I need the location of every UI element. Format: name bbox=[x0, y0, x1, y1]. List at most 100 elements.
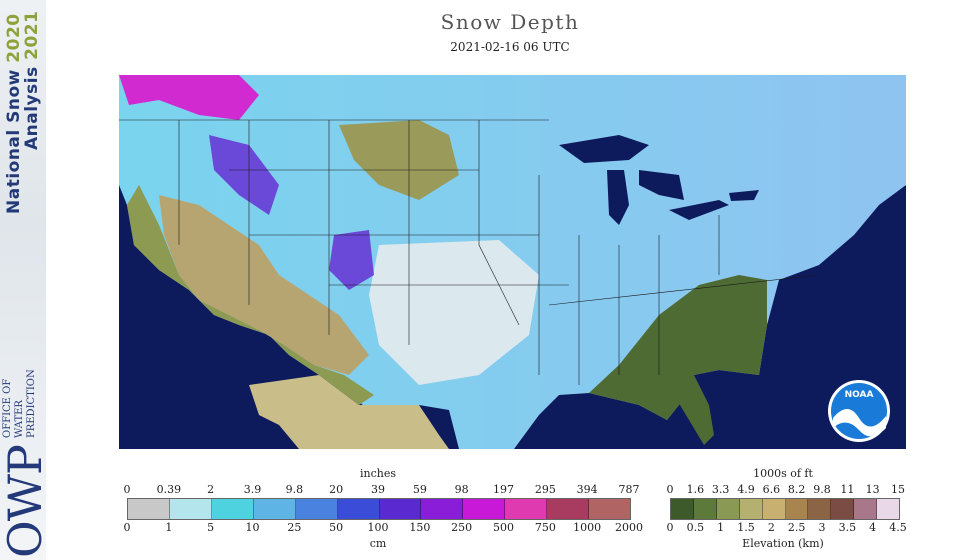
elev-ft-tick: 4.9 bbox=[737, 483, 755, 496]
state-borders bbox=[119, 119, 820, 385]
elev-km-tick: 3.5 bbox=[838, 521, 857, 534]
snow-color-swatch bbox=[253, 499, 296, 519]
elev-ft-tick: 6.6 bbox=[762, 483, 781, 496]
snow-cm-tick: 500 bbox=[493, 521, 514, 534]
elev-km-tick: 1 bbox=[717, 521, 725, 534]
lake-erie bbox=[669, 200, 729, 220]
southeast-bare-ground bbox=[589, 275, 767, 420]
snow-color-swatch bbox=[547, 499, 590, 519]
rockies-deep-snow bbox=[209, 135, 279, 215]
snow-legend-colorbar bbox=[127, 498, 631, 520]
snow-color-swatch bbox=[169, 499, 212, 519]
elev-km-tick: 3 bbox=[818, 521, 826, 534]
snow-inch-tick: 0.39 bbox=[156, 483, 182, 496]
snow-inch-tick: 197 bbox=[493, 483, 514, 496]
owp-banner: National Snow 2020 Analysis 2021 OFFICE … bbox=[0, 0, 52, 560]
elev-km-tick: 2.5 bbox=[787, 521, 806, 534]
florida bbox=[667, 375, 714, 445]
colorado-deep-snow bbox=[329, 230, 374, 290]
snow-cm-tick: 1000 bbox=[573, 521, 602, 534]
elev-color-swatch bbox=[671, 499, 694, 519]
snow-color-swatch bbox=[505, 499, 548, 519]
lake-huron bbox=[639, 170, 684, 200]
elev-km-tick: 0 bbox=[666, 521, 674, 534]
southern-plains-light-snow bbox=[369, 240, 539, 385]
elev-color-swatch bbox=[877, 499, 900, 519]
lake-michigan bbox=[607, 170, 629, 225]
snow-cm-tick: 100 bbox=[367, 521, 389, 534]
west-terrain bbox=[127, 185, 374, 405]
snow-cm-tick: 10 bbox=[245, 521, 260, 534]
elev-km-tick: 2 bbox=[767, 521, 775, 534]
noaa-logo: NOAA bbox=[828, 380, 890, 442]
elev-color-swatch bbox=[854, 499, 878, 519]
snow-color-swatch bbox=[295, 499, 338, 519]
snow-color-swatch bbox=[211, 499, 254, 519]
snow-inch-tick: 59 bbox=[412, 483, 427, 496]
noaa-logo-text: NOAA bbox=[845, 390, 874, 400]
elev-ft-tick: 9.8 bbox=[813, 483, 831, 496]
elev-color-swatch bbox=[831, 499, 855, 519]
snow-inch-tick: 39 bbox=[371, 483, 385, 496]
elev-color-swatch bbox=[762, 499, 786, 519]
snow-color-swatch bbox=[421, 499, 464, 519]
snow-inch-tick: 98 bbox=[454, 483, 469, 496]
lake-ontario bbox=[729, 190, 759, 201]
elev-color-swatch bbox=[739, 499, 763, 519]
snow-inch-tick: 787 bbox=[618, 483, 640, 496]
elev-km-tick: 4 bbox=[869, 521, 877, 534]
elev-legend-colorbar bbox=[670, 498, 900, 520]
elev-legend-bottom-unit: Elevation (km) bbox=[742, 537, 824, 550]
map-title: Snow Depth bbox=[440, 10, 580, 34]
snow-inch-tick: 9.8 bbox=[285, 483, 304, 496]
elev-color-swatch bbox=[785, 499, 809, 519]
cascades-deepest-snow bbox=[119, 75, 259, 120]
map-graphic bbox=[119, 75, 906, 449]
elev-color-swatch bbox=[808, 499, 832, 519]
snow-inch-tick: 2 bbox=[207, 483, 215, 496]
office-line3: PREDICTION bbox=[26, 369, 37, 438]
elev-legend-top-unit: 1000s of ft bbox=[753, 467, 813, 480]
snow-inch-tick: 295 bbox=[534, 483, 556, 496]
snow-cm-tick: 150 bbox=[409, 521, 431, 534]
snow-depth-map: NOAA bbox=[119, 75, 906, 449]
snow-color-swatch bbox=[463, 499, 506, 519]
snow-cm-tick: 2000 bbox=[615, 521, 643, 534]
snow-cm-tick: 5 bbox=[207, 521, 215, 534]
snow-cm-tick: 0 bbox=[123, 521, 131, 534]
elev-ft-tick: 0 bbox=[666, 483, 674, 496]
office-line2: WATER bbox=[14, 400, 25, 438]
elev-color-swatch bbox=[716, 499, 740, 519]
office-line1: OFFICE OF bbox=[2, 378, 13, 438]
elev-ft-tick: 15 bbox=[891, 483, 905, 496]
snow-inch-tick: 3.9 bbox=[243, 483, 262, 496]
owp-logo: OWP bbox=[0, 445, 52, 558]
snow-color-swatch bbox=[379, 499, 422, 519]
map-datetime: 2021-02-16 06 UTC bbox=[450, 40, 570, 54]
elev-ft-tick: 1.6 bbox=[686, 483, 705, 496]
snow-cm-tick: 1 bbox=[165, 521, 173, 534]
mexico-land bbox=[249, 375, 449, 449]
elev-color-swatch bbox=[693, 499, 717, 519]
snow-inch-tick: 394 bbox=[576, 483, 598, 496]
snow-cm-tick: 25 bbox=[287, 521, 302, 534]
elev-ft-tick: 3.3 bbox=[711, 483, 730, 496]
snow-legend-top-unit: inches bbox=[359, 467, 397, 480]
snow-inch-tick: 20 bbox=[329, 483, 344, 496]
southwest-desert bbox=[159, 195, 369, 375]
snow-color-swatch bbox=[128, 499, 170, 519]
northern-plains-bare bbox=[339, 120, 459, 200]
lake-superior bbox=[559, 135, 649, 163]
elev-km-tick: 1.5 bbox=[737, 521, 755, 534]
snow-inch-tick: 0 bbox=[123, 483, 131, 496]
snow-cm-tick: 750 bbox=[534, 521, 556, 534]
snow-cm-tick: 50 bbox=[329, 521, 344, 534]
elev-ft-tick: 8.2 bbox=[787, 483, 806, 496]
snow-legend-bottom-unit: cm bbox=[369, 537, 387, 550]
snow-cm-tick: 250 bbox=[451, 521, 473, 534]
elev-ft-tick: 13 bbox=[865, 483, 880, 496]
elev-ft-tick: 11 bbox=[840, 483, 855, 496]
elev-km-tick: 0.5 bbox=[686, 521, 705, 534]
snow-color-swatch bbox=[589, 499, 631, 519]
elev-km-tick: 4.5 bbox=[889, 521, 907, 534]
